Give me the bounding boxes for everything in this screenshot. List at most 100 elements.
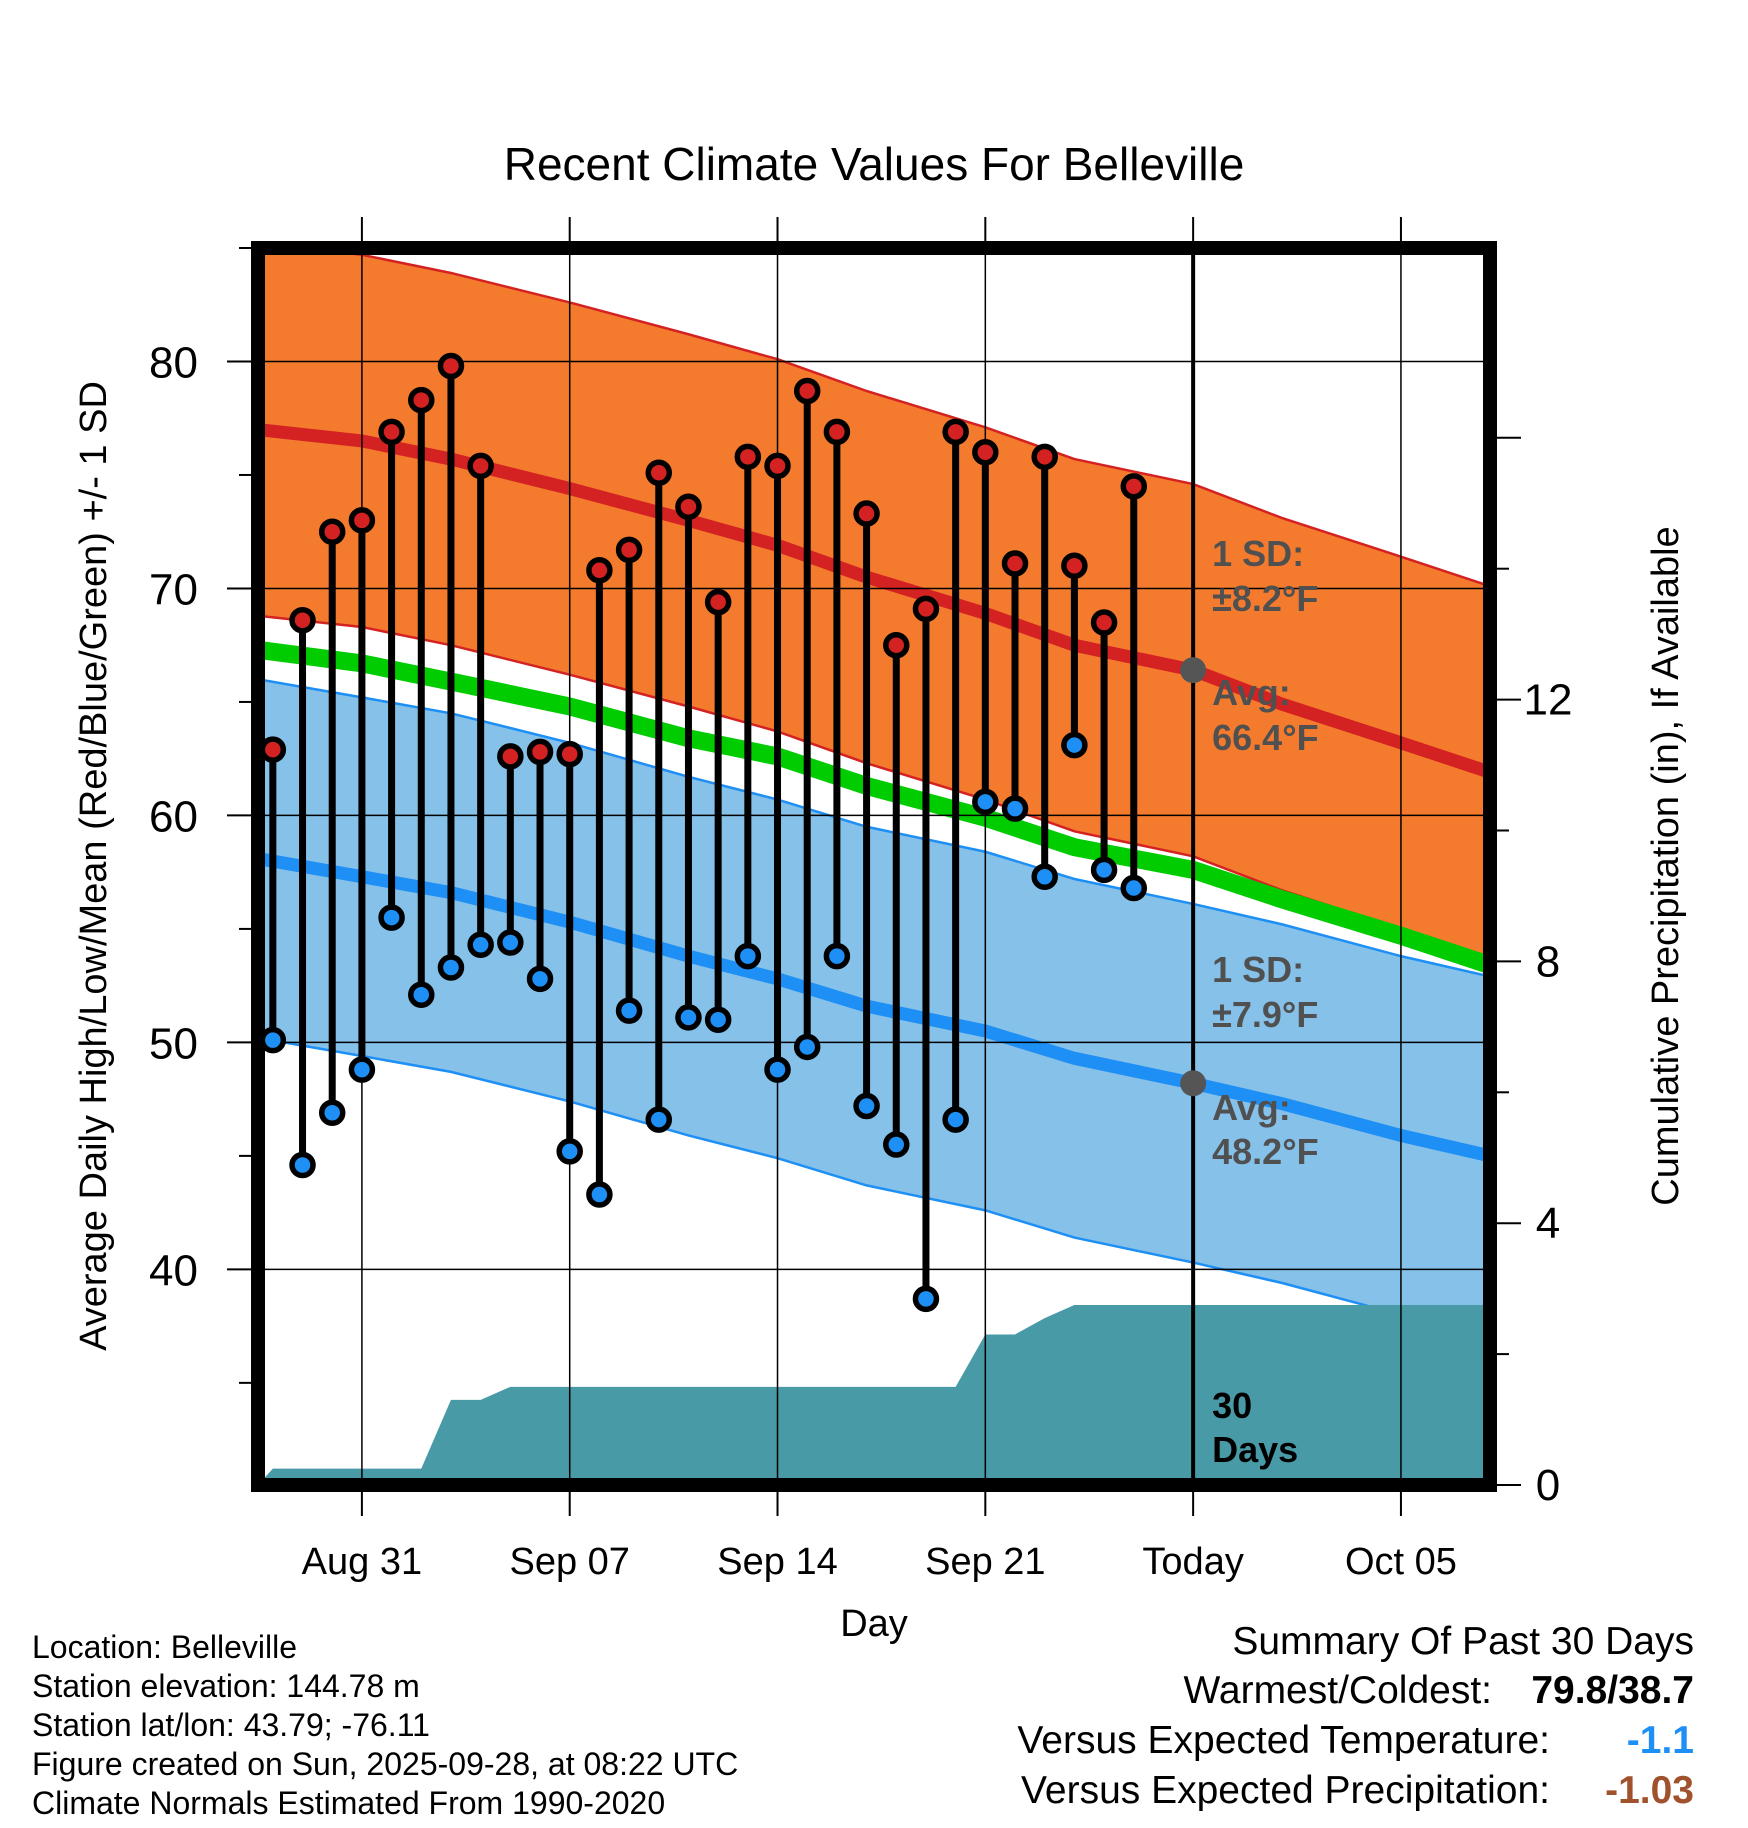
daily-high-marker: [823, 418, 851, 446]
daily-high-marker: [704, 588, 732, 616]
daily-low-marker: [764, 1056, 791, 1083]
temp-value: -1.1: [1626, 1719, 1694, 1762]
daily-high-marker: [289, 606, 316, 634]
daily-low-marker: [497, 929, 524, 956]
x-axis-label: Day: [840, 1603, 908, 1645]
daily-low-marker: [378, 904, 405, 931]
daily-high-marker: [615, 536, 643, 564]
daily-high-marker: [942, 418, 969, 446]
x-tick-label: Sep 21: [925, 1541, 1045, 1583]
y-tick-label: 80: [149, 338, 198, 387]
daily-low-marker: [467, 931, 494, 959]
y2-axis-label: Cumulative Precipitation (in), If Availa…: [1645, 526, 1687, 1205]
daily-low-marker: [942, 1106, 969, 1133]
precip-value: -1.03: [1605, 1769, 1694, 1812]
daily-low-marker: [853, 1092, 880, 1120]
daily-low-marker: [1031, 863, 1058, 890]
daily-high-marker: [586, 557, 613, 584]
x-tick-label: Oct 05: [1345, 1541, 1457, 1583]
daily-low-marker: [883, 1131, 910, 1158]
daily-high-marker: [853, 500, 880, 527]
high-avg-value: 66.4°F: [1212, 717, 1318, 758]
daily-low-marker: [526, 965, 554, 993]
high-sd-band: [258, 248, 1490, 959]
daily-high-marker: [348, 507, 376, 534]
daily-high-marker: [1001, 550, 1029, 577]
station-info: Location: Belleville Station elevation: …: [32, 1628, 738, 1823]
daily-high-marker: [972, 439, 999, 466]
daily-high-marker: [467, 452, 494, 480]
y-tick-label: 40: [149, 1246, 198, 1295]
y2-tick-label: 8: [1536, 937, 1560, 986]
today-low-normal-marker: [1180, 1070, 1207, 1097]
plot-frame: [251, 241, 1497, 1492]
daily-low-marker: [408, 981, 435, 1008]
y-tick-label: 70: [149, 565, 198, 614]
warmest-value: 79.8/38.7: [1531, 1669, 1694, 1712]
low-sd-lower-edge: [258, 1036, 1490, 1337]
location-text: Location: Belleville: [32, 1629, 298, 1665]
y-tick-label: 60: [149, 792, 198, 841]
daily-low-marker: [259, 1026, 287, 1054]
elevation-text: Station elevation: 144.78 m: [32, 1668, 420, 1704]
high-sd-value: ±8.2°F: [1212, 578, 1318, 619]
low-sd-title: 1 SD:: [1212, 949, 1304, 990]
x-tick-label: Sep 07: [509, 1541, 629, 1583]
daily-high-marker: [645, 459, 673, 486]
y-tick-label: 50: [149, 1019, 198, 1068]
high-avg-title: Avg:: [1212, 672, 1291, 713]
daily-high-marker: [437, 352, 465, 380]
summary-panel: Summary Of Past 30 Days Warmest/Coldest:…: [1017, 1618, 1694, 1816]
low-avg-value: 48.2°F: [1212, 1131, 1318, 1172]
daily-high-marker: [497, 743, 524, 770]
daily-low-marker: [972, 788, 999, 816]
daily-high-marker: [318, 518, 346, 545]
low-sd-value: ±7.9°F: [1212, 994, 1318, 1035]
daily-high-marker: [526, 738, 554, 766]
x-tick-label: Today: [1142, 1541, 1243, 1583]
temp-label: Versus Expected Temperature:: [1017, 1719, 1550, 1762]
y-axis-label: Average Daily High/Low/Mean (Red/Blue/Gr…: [73, 381, 115, 1351]
low-avg-title: Avg:: [1212, 1087, 1291, 1128]
daily-high-marker: [1031, 443, 1058, 471]
daily-high-marker: [675, 493, 702, 520]
window-days-unit: Days: [1212, 1429, 1298, 1470]
daily-low-marker: [793, 1033, 821, 1061]
latlon-text: Station lat/lon: 43.79; -76.11: [32, 1707, 430, 1743]
summary-temp-row: Versus Expected Temperature: -1.1: [1017, 1716, 1694, 1766]
daily-low-marker: [1061, 731, 1088, 759]
daily-low-marker: [675, 1004, 702, 1031]
daily-high-marker: [793, 377, 821, 405]
daily-high-marker: [1061, 552, 1088, 580]
chart-title: Recent Climate Values For Belleville: [504, 138, 1245, 190]
summary-precip-row: Versus Expected Precipitation: -1.03: [1017, 1766, 1694, 1816]
daily-high-marker: [734, 443, 762, 471]
summary-warmest-row: Warmest/Coldest: 79.8/38.7: [1017, 1666, 1694, 1716]
y2-tick-label: 12: [1524, 676, 1573, 725]
high-sd-title: 1 SD:: [1212, 533, 1304, 574]
daily-low-marker: [645, 1106, 673, 1133]
daily-low-marker: [348, 1056, 376, 1083]
daily-high-marker: [764, 452, 791, 480]
daily-low-marker: [437, 954, 465, 981]
daily-low-marker: [615, 997, 643, 1024]
daily-low-marker: [823, 942, 851, 970]
precipitation-area: [258, 1305, 1490, 1485]
daily-high-marker: [1120, 473, 1148, 500]
created-text: Figure created on Sun, 2025-09-28, at 08…: [32, 1746, 739, 1782]
daily-low-marker: [1090, 856, 1118, 884]
warmest-label: Warmest/Coldest:: [1183, 1669, 1492, 1712]
summary-title: Summary Of Past 30 Days: [1232, 1620, 1694, 1663]
daily-high-marker: [912, 595, 940, 623]
daily-high-marker: [408, 386, 435, 414]
y2-tick-label: 4: [1536, 1199, 1560, 1248]
daily-low-marker: [289, 1151, 316, 1179]
window-days-number: 30: [1212, 1385, 1252, 1426]
daily-low-marker: [1001, 795, 1029, 822]
daily-low-marker: [586, 1181, 613, 1208]
today-high-normal-marker: [1180, 657, 1207, 684]
normals-text: Climate Normals Estimated From 1990-2020: [32, 1785, 666, 1821]
x-tick-label: Sep 14: [717, 1541, 837, 1583]
daily-low-marker: [912, 1285, 940, 1313]
